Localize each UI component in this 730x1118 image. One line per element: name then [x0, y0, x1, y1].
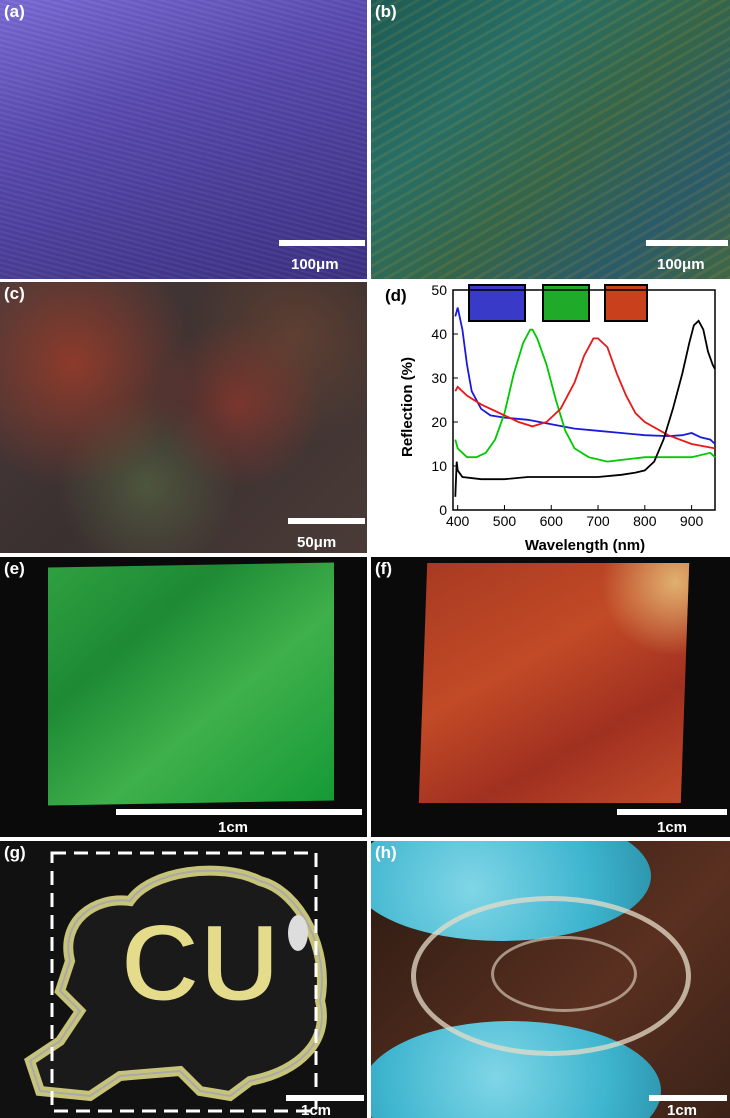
panel-e-label: (e)	[4, 559, 25, 578]
bent-film	[411, 896, 691, 1056]
panel-c-micrograph: (c) 50μm	[0, 282, 367, 553]
panel-a-micrograph: (a) 100μm	[0, 0, 367, 279]
series-line-0	[454, 307, 716, 445]
x-tick-label: 400	[446, 513, 470, 529]
green-film	[48, 562, 334, 806]
panel-f-scale-text: 1cm	[657, 819, 688, 836]
x-tick-label: 500	[493, 513, 517, 529]
panel-h-label: (h)	[375, 843, 397, 862]
series-line-3	[454, 319, 716, 497]
series-line-1	[454, 328, 716, 463]
panel-b-scale-bar	[646, 240, 728, 246]
y-tick-label: 10	[431, 458, 447, 474]
panel-g-label: (g)	[4, 843, 26, 862]
x-axis-label: Wavelength (nm)	[525, 537, 645, 553]
panel-d-label: (d)	[385, 286, 407, 305]
panel-b-label: (b)	[375, 2, 397, 21]
cu-logo-text: CU	[121, 902, 280, 1025]
x-tick-label: 800	[633, 513, 657, 529]
panel-f-scale-bar	[617, 809, 727, 815]
panel-e-scale-text: 1cm	[218, 819, 249, 836]
panel-c-scale-bar	[288, 518, 365, 524]
y-tick-label: 40	[431, 326, 447, 342]
y-tick-label: 0	[439, 502, 447, 518]
panel-f-photo: (f) 1cm	[371, 557, 730, 837]
panel-c-scale-text: 50μm	[297, 534, 337, 551]
y-tick-label: 20	[431, 414, 447, 430]
panel-g-scale-text: 1cm	[301, 1102, 332, 1118]
panel-b-micrograph: (b) 100μm	[371, 0, 730, 279]
plot-frame	[452, 289, 716, 511]
panel-h-scale-text: 1cm	[667, 1102, 698, 1118]
panel-a-scale-bar	[279, 240, 365, 246]
panel-f-label: (f)	[375, 559, 392, 578]
x-tick-label: 900	[680, 513, 704, 529]
x-tick-label: 700	[586, 513, 610, 529]
x-tick-label: 600	[540, 513, 564, 529]
bent-film-inner	[491, 936, 637, 1012]
reflection-chart: 400 500 600 700 800 900 0 10 20 30 40 50 Wavelength…	[399, 282, 716, 553]
panel-a-scale-text: 100μm	[291, 256, 339, 273]
series-line-2	[454, 337, 716, 450]
panel-h-photo: (h) 1cm	[371, 841, 730, 1118]
panel-d-chart: (d) 400 500 600 700 800 900 0 10 20 30 40 50 Wavele…	[371, 282, 730, 553]
swatch-green	[542, 284, 590, 322]
swatch-blue	[468, 284, 526, 322]
panel-a-label: (a)	[4, 2, 25, 21]
panel-g-photo: CU (g) 1cm	[0, 841, 367, 1118]
y-tick-label: 30	[431, 370, 447, 386]
buffalo-logo: CU	[24, 851, 327, 1113]
y-axis-label: Reflection (%)	[399, 357, 416, 457]
panel-g-scale-bar	[286, 1095, 364, 1101]
panel-b-scale-text: 100μm	[657, 256, 705, 273]
swatch-red	[604, 284, 648, 322]
panel-e-photo: (e) 1cm	[0, 557, 367, 837]
red-film	[418, 563, 690, 803]
panel-c-label: (c)	[4, 284, 25, 303]
dashed-outline	[50, 851, 318, 1113]
panel-h-scale-bar	[649, 1095, 727, 1101]
panel-e-scale-bar	[116, 809, 362, 815]
y-tick-label: 50	[431, 282, 447, 298]
